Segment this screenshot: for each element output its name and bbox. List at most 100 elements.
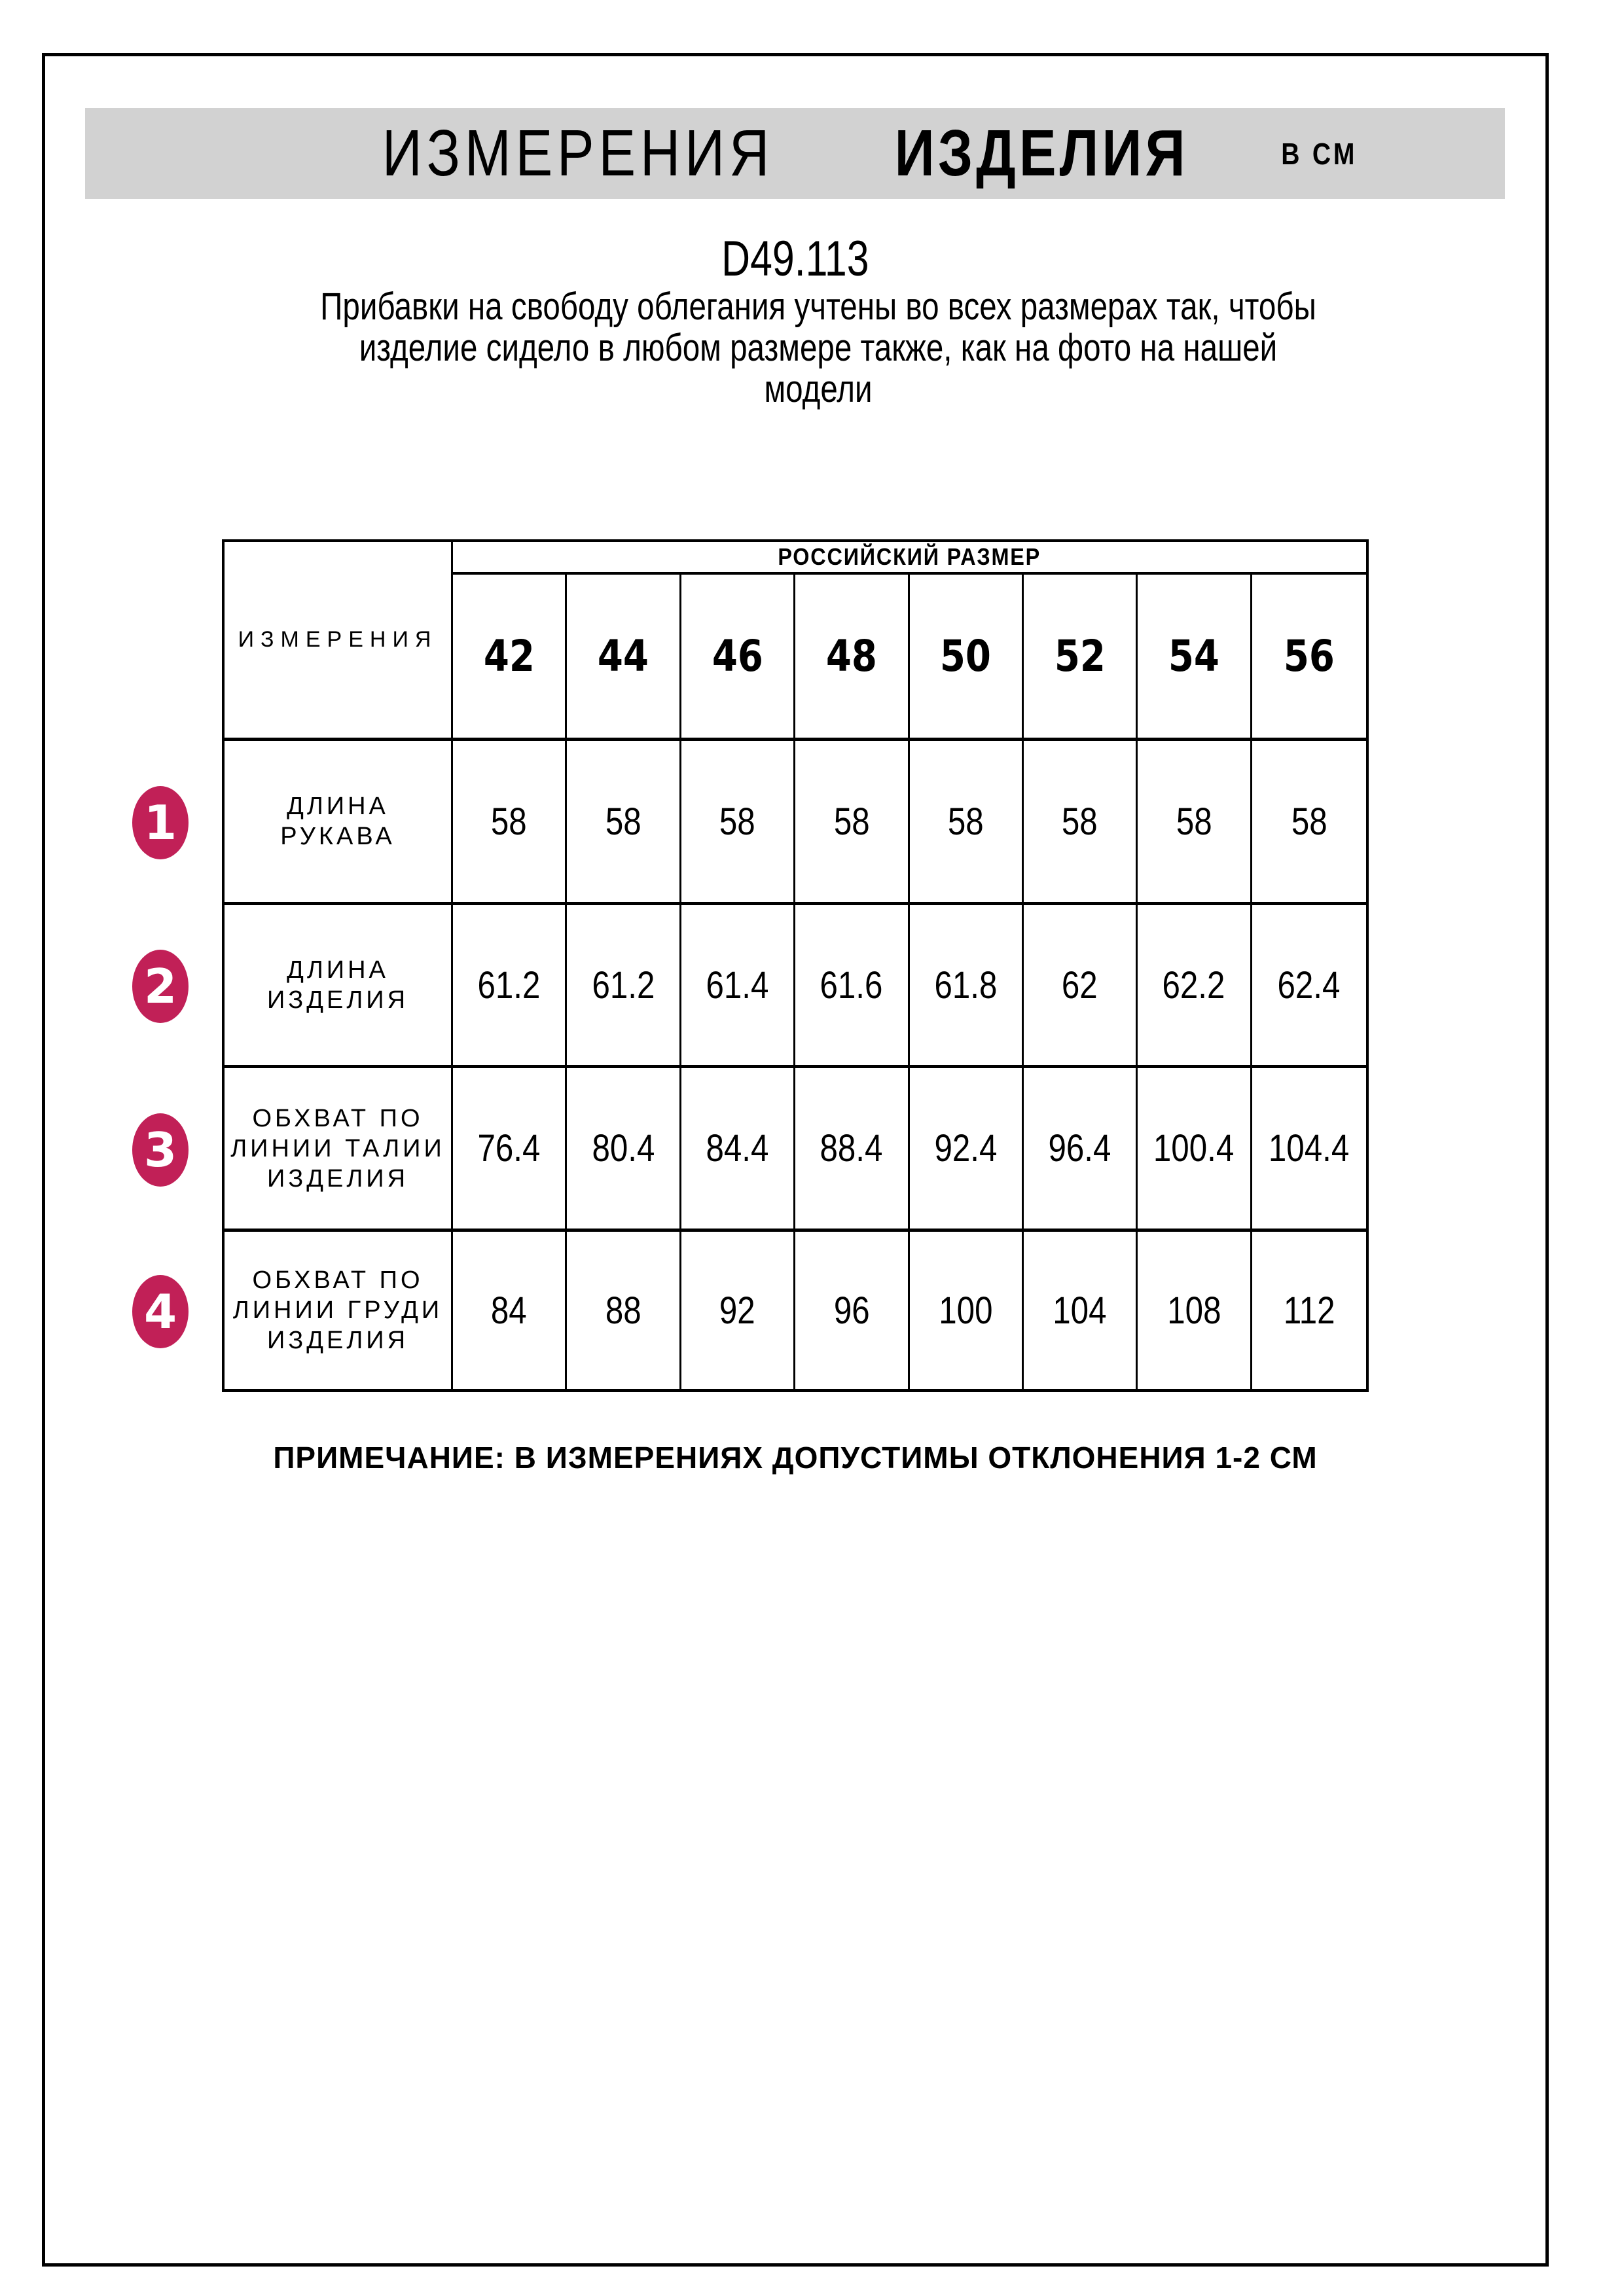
cell-value: 58 xyxy=(491,800,528,843)
cell-value: 58 xyxy=(1062,800,1098,843)
cell-value: 84 xyxy=(491,1289,528,1332)
measurements-table: ИЗМЕРЕНИЯ РОССИЙСКИЙ РАЗМЕР 42 44 46 48 … xyxy=(222,539,1369,1392)
row-label-line: ДЛИНА xyxy=(287,956,389,984)
table-cell: 58 xyxy=(567,741,681,905)
size-header-cell: 44 xyxy=(567,575,681,741)
size-value: 44 xyxy=(598,631,649,681)
row-number-badge-4: 4 xyxy=(132,1275,189,1348)
cell-value: 92 xyxy=(719,1289,755,1332)
cell-value: 58 xyxy=(947,800,984,843)
product-code-text: D49.113 xyxy=(721,231,869,287)
table-cell: 58 xyxy=(1252,741,1366,905)
title-units: В СМ xyxy=(1281,136,1358,171)
table-cell: 88.4 xyxy=(795,1068,910,1232)
cell-value: 61.2 xyxy=(477,963,541,1007)
cell-value: 76.4 xyxy=(477,1127,541,1170)
cell-value: 58 xyxy=(833,800,870,843)
size-header-cell: 54 xyxy=(1138,575,1252,741)
row-number-badge-3: 3 xyxy=(132,1113,189,1187)
cell-value: 61.2 xyxy=(592,963,655,1007)
cell-value: 61.8 xyxy=(934,963,998,1007)
table-cell: 100 xyxy=(910,1232,1024,1389)
tolerance-note: ПРИМЕЧАНИЕ: В ИЗМЕРЕНИЯХ ДОПУСТИМЫ ОТКЛО… xyxy=(273,1441,1318,1475)
size-group-header: РОССИЙСКИЙ РАЗМЕР xyxy=(453,542,1366,575)
size-header-cell: 52 xyxy=(1023,575,1138,741)
size-header-cell: 48 xyxy=(795,575,910,741)
table-cell: 61.8 xyxy=(909,905,1024,1068)
table-cell: 62 xyxy=(1023,905,1138,1068)
table-cell: 92.4 xyxy=(909,1068,1024,1232)
table-cell: 76.4 xyxy=(453,1068,568,1232)
fit-description-line: модели xyxy=(764,368,873,410)
row-label-line: ИЗДЕЛИЯ xyxy=(266,1327,409,1354)
table-cell: 58 xyxy=(681,741,796,905)
row-label-chest-girth: ОБХВАТ ПО ЛИНИИ ГРУДИ ИЗДЕЛИЯ xyxy=(225,1232,453,1389)
cell-value: 96.4 xyxy=(1048,1127,1111,1170)
cell-value: 88 xyxy=(605,1289,641,1332)
cell-value: 80.4 xyxy=(592,1127,655,1170)
row-label-line: ЛИНИИ ГРУДИ xyxy=(232,1297,443,1324)
row-label-line: ИЗДЕЛИЯ xyxy=(266,1164,409,1193)
product-code: D49.113 xyxy=(43,230,1548,287)
table-cell: 58 xyxy=(453,741,568,905)
size-value: 50 xyxy=(940,631,992,681)
table-cell: 61.2 xyxy=(453,905,568,1068)
row-label-line: ОБХВАТ ПО xyxy=(252,1104,424,1132)
cell-value: 112 xyxy=(1283,1289,1335,1332)
row-label-line: ИЗДЕЛИЯ xyxy=(266,986,409,1014)
size-value: 46 xyxy=(712,631,763,681)
table-cell: 104 xyxy=(1024,1232,1138,1389)
row-label-line: ДЛИНА РУКАВА xyxy=(280,793,395,850)
table-cell: 61.6 xyxy=(795,905,910,1068)
size-value: 52 xyxy=(1054,631,1106,681)
row-number-badge-2: 2 xyxy=(132,950,189,1023)
table-cell: 58 xyxy=(1138,741,1252,905)
table-cell: 112 xyxy=(1252,1232,1366,1389)
table-cell: 92 xyxy=(681,1232,796,1389)
cell-value: 58 xyxy=(1291,800,1327,843)
cell-value: 62 xyxy=(1062,963,1098,1007)
table-cell: 80.4 xyxy=(567,1068,681,1232)
table-cell: 108 xyxy=(1138,1232,1252,1389)
size-group-label: РОССИЙСКИЙ РАЗМЕР xyxy=(778,543,1041,570)
cell-value: 62.4 xyxy=(1277,963,1341,1007)
table-cell: 61.4 xyxy=(681,905,796,1068)
size-value: 56 xyxy=(1283,631,1335,681)
fit-description-line: изделие сидело в любом размере также, ка… xyxy=(359,327,1278,369)
cell-value: 100.4 xyxy=(1153,1127,1235,1170)
table-corner-header: ИЗМЕРЕНИЯ xyxy=(225,542,453,741)
size-value: 54 xyxy=(1168,631,1219,681)
row-label-line: ОБХВАТ ПО xyxy=(252,1266,424,1294)
cell-value: 62.2 xyxy=(1162,963,1225,1007)
table-cell: 62.2 xyxy=(1138,905,1252,1068)
table-cell: 84 xyxy=(453,1232,568,1389)
table-cell: 84.4 xyxy=(681,1068,796,1232)
page-border-frame xyxy=(42,53,1549,2267)
cell-value: 92.4 xyxy=(934,1127,998,1170)
table-cell: 58 xyxy=(1023,741,1138,905)
title-main: ИЗМЕРЕНИЯ xyxy=(382,117,774,190)
cell-value: 108 xyxy=(1166,1289,1221,1332)
cell-value: 100 xyxy=(939,1289,993,1332)
fit-description: Прибавки на свободу облегания учтены во … xyxy=(43,286,1548,410)
table-cell: 62.4 xyxy=(1252,905,1366,1068)
size-value: 42 xyxy=(483,631,535,681)
title-secondary: ИЗДЕЛИЯ xyxy=(894,117,1189,190)
table-cell: 61.2 xyxy=(567,905,681,1068)
table-cell: 88 xyxy=(567,1232,681,1389)
cell-value: 58 xyxy=(1176,800,1212,843)
size-header-cell: 42 xyxy=(453,575,568,741)
table-cell: 100.4 xyxy=(1138,1068,1252,1232)
size-header-cell: 56 xyxy=(1252,575,1366,741)
table-cell: 58 xyxy=(909,741,1024,905)
fit-description-line: Прибавки на свободу облегания учтены во … xyxy=(320,285,1316,328)
row-label-line: ЛИНИИ ТАЛИИ xyxy=(230,1134,445,1162)
row-label-waist-girth: ОБХВАТ ПО ЛИНИИ ТАЛИИ ИЗДЕЛИЯ xyxy=(225,1068,453,1232)
cell-value: 104.4 xyxy=(1269,1127,1350,1170)
size-value: 48 xyxy=(825,631,877,681)
table-cell: 104.4 xyxy=(1252,1068,1366,1232)
cell-value: 61.6 xyxy=(820,963,883,1007)
title-band: ИЗМЕРЕНИЯ ИЗДЕЛИЯ В СМ xyxy=(85,108,1505,199)
row-label-sleeve-length: ДЛИНА РУКАВА xyxy=(225,741,453,905)
